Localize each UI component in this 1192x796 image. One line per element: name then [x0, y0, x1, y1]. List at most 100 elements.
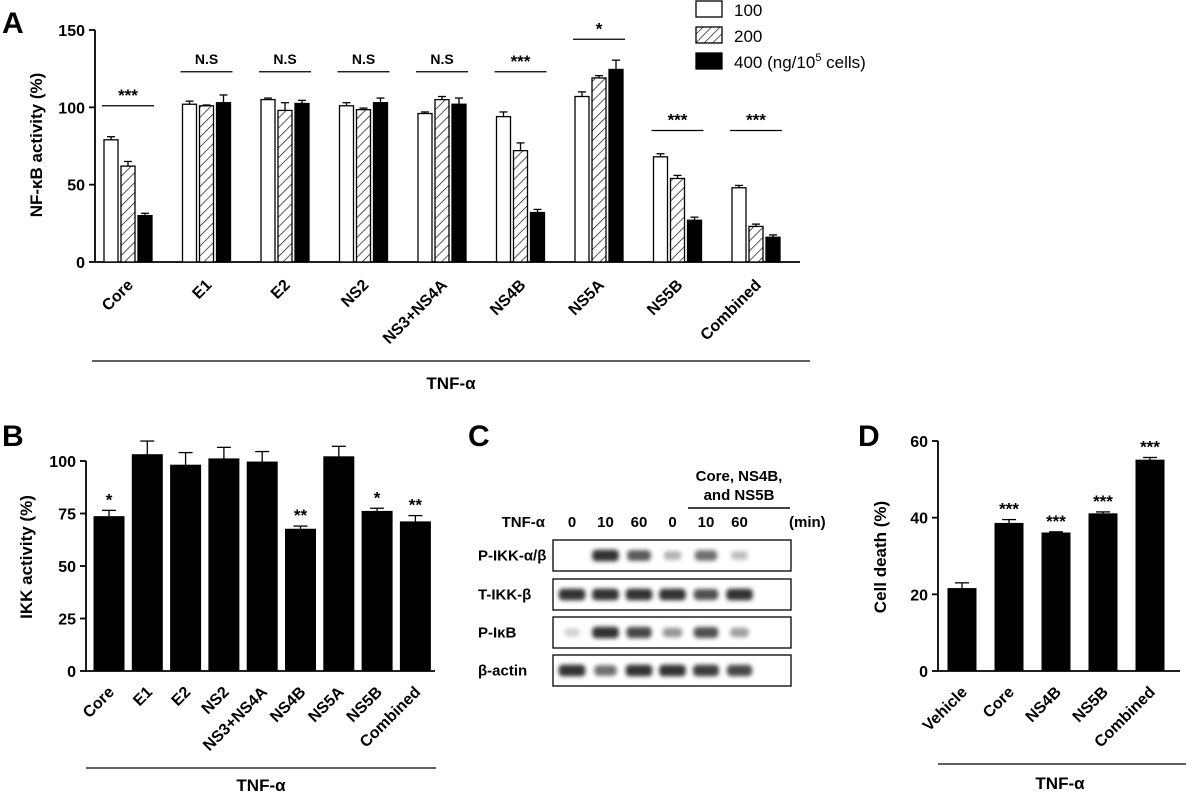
- panel-b-significance-label: **: [294, 506, 308, 525]
- blot-row-label: P-IκB: [478, 625, 517, 642]
- blot-band: [592, 626, 619, 639]
- blot-time-label: 0: [668, 514, 676, 531]
- significance-label-a: N.S: [273, 51, 296, 67]
- significance-label-a: N.S: [352, 51, 375, 67]
- blot-band: [662, 627, 683, 638]
- blot-band: [627, 550, 651, 561]
- panel-a-legend: 100 200 400 (ng/105 cells): [695, 0, 866, 72]
- bar-a-400: [608, 68, 624, 263]
- bar-a-100: [338, 105, 355, 263]
- category-label-a: Core: [99, 277, 137, 315]
- blot-band: [659, 664, 686, 677]
- panel-b-category-label: E2: [169, 684, 195, 710]
- bar-a-200: [355, 109, 372, 263]
- significance-label-a: N.S: [430, 51, 453, 67]
- panel-b-y-tick-label: 50: [58, 559, 76, 576]
- bar-a-200: [748, 225, 764, 263]
- blot-band: [564, 628, 580, 637]
- blot-band: [558, 588, 586, 601]
- panel-d-group-label: TNF-α: [1035, 774, 1085, 793]
- category-label-a: NS5B: [644, 277, 686, 319]
- blot-band: [731, 551, 748, 560]
- panel-d-category-label: NS5B: [1070, 684, 1112, 726]
- significance-label-a: ***: [746, 111, 766, 130]
- panel-d-category-label: Core: [980, 684, 1018, 722]
- blot-header-line-2: and NS5B: [704, 487, 775, 504]
- panel-b-significance-label: *: [106, 490, 113, 509]
- panel-d-bar: [994, 522, 1024, 672]
- legend-label-400-value: 400: [734, 53, 762, 72]
- panel-d-significance-label: ***: [1140, 437, 1160, 456]
- panel-b-chart: IKK activity (%) TNF-α 0 25 50 75 100 * Core E1…: [17, 440, 436, 795]
- category-label-a: NS5A: [566, 276, 609, 319]
- blot-header-line-1: Core, NS4B,: [696, 468, 783, 485]
- panel-label-c: C: [468, 420, 490, 453]
- panel-d-chart: Cell death (%) TNF-α 0 20 40 60 Vehicle *** Co…: [871, 434, 1186, 793]
- blot-band: [626, 626, 652, 639]
- panel-label-b: B: [2, 420, 24, 453]
- bar-a-200: [434, 98, 450, 263]
- bar-a-100: [495, 115, 512, 263]
- significance-label-a: ***: [668, 111, 688, 130]
- blot-row-label: β-actin: [478, 663, 527, 680]
- panel-d-category-label: NS4B: [1023, 684, 1065, 726]
- category-label-a: Combined: [697, 277, 764, 344]
- panel-b-bar: [361, 510, 393, 672]
- panel-b-category-label: E1: [130, 684, 156, 710]
- blot-band: [663, 551, 682, 560]
- category-label-a: NS2: [338, 277, 372, 311]
- bar-a-400: [294, 102, 310, 263]
- panel-b-y-tick-label: 75: [58, 507, 76, 524]
- legend-unit-tail: cells): [821, 53, 865, 72]
- panel-b-group-label: TNF-α: [236, 776, 286, 795]
- blot-band: [558, 664, 586, 677]
- significance-label-a: ***: [511, 52, 531, 71]
- bar-a-400: [215, 102, 232, 263]
- panel-b-category-label: Core: [80, 684, 118, 722]
- panel-b-y-tick-label: 0: [67, 664, 76, 681]
- panel-b-bar: [131, 454, 163, 672]
- legend-swatch-400: [695, 52, 723, 70]
- bar-a-200: [669, 177, 686, 263]
- significance-label-a: *: [596, 19, 603, 38]
- panel-b-bar: [399, 521, 431, 672]
- bar-a-400: [686, 219, 703, 263]
- panel-b-category-label: NS5A: [305, 683, 348, 726]
- bar-a-100: [652, 156, 669, 263]
- blot-time-label: 10: [698, 514, 715, 531]
- panel-b-bar: [208, 458, 240, 672]
- panel-d-bar: [1135, 459, 1165, 672]
- panel-b-significance-label: **: [409, 496, 423, 515]
- panel-b-y-tick-label: 25: [58, 612, 76, 629]
- panel-d-bar: [1088, 513, 1118, 672]
- panel-b-significance-label: *: [374, 488, 381, 507]
- panel-b-category-label: NS2: [199, 684, 233, 718]
- bar-a-100: [574, 95, 590, 263]
- panel-label-a: A: [2, 7, 24, 40]
- category-label-a: E1: [189, 277, 215, 303]
- blot-treatment-label: TNF-α: [502, 514, 546, 531]
- panel-b-bar: [246, 461, 278, 672]
- legend-label-400: 400 (ng/105 cells): [734, 52, 866, 72]
- blot-band: [693, 627, 719, 638]
- bar-a-400: [451, 103, 467, 263]
- legend-unit: (ng/10: [767, 53, 815, 72]
- category-label-a: E2: [268, 277, 294, 303]
- panel-d-y-tick-label: 0: [919, 664, 928, 681]
- legend-swatch-200: [695, 26, 723, 44]
- bar-a-200: [591, 77, 607, 263]
- blot-band: [693, 589, 719, 600]
- panel-b-bar: [285, 528, 316, 672]
- panel-d-significance-label: ***: [999, 500, 1019, 519]
- bar-a-200: [512, 149, 529, 263]
- bar-a-200: [277, 109, 293, 263]
- panel-d-ylabel: Cell death (%): [871, 501, 890, 613]
- bar-a-200: [120, 165, 136, 263]
- blot-band: [693, 664, 719, 677]
- panel-a-chart: NF-κB activity (%) TNF-α 100 200 400 (ng…: [27, 0, 866, 393]
- blot-band: [730, 627, 749, 638]
- panel-b-category-label: NS4B: [267, 684, 309, 726]
- blot-band: [592, 588, 619, 601]
- bar-a-400: [529, 211, 546, 263]
